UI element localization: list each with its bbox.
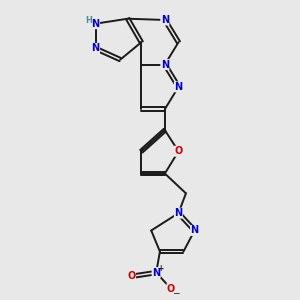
Text: O: O: [127, 271, 136, 281]
Text: O: O: [174, 146, 183, 156]
Text: N: N: [190, 226, 199, 236]
Text: N: N: [92, 19, 100, 29]
Text: N: N: [161, 15, 169, 25]
Text: H: H: [85, 16, 92, 25]
Text: −: −: [172, 288, 179, 297]
Text: N: N: [92, 44, 100, 53]
Text: N: N: [152, 268, 160, 278]
Text: N: N: [174, 208, 182, 218]
Text: N: N: [161, 59, 169, 70]
Text: O: O: [167, 284, 175, 294]
Text: +: +: [157, 264, 163, 273]
Text: N: N: [174, 82, 182, 92]
